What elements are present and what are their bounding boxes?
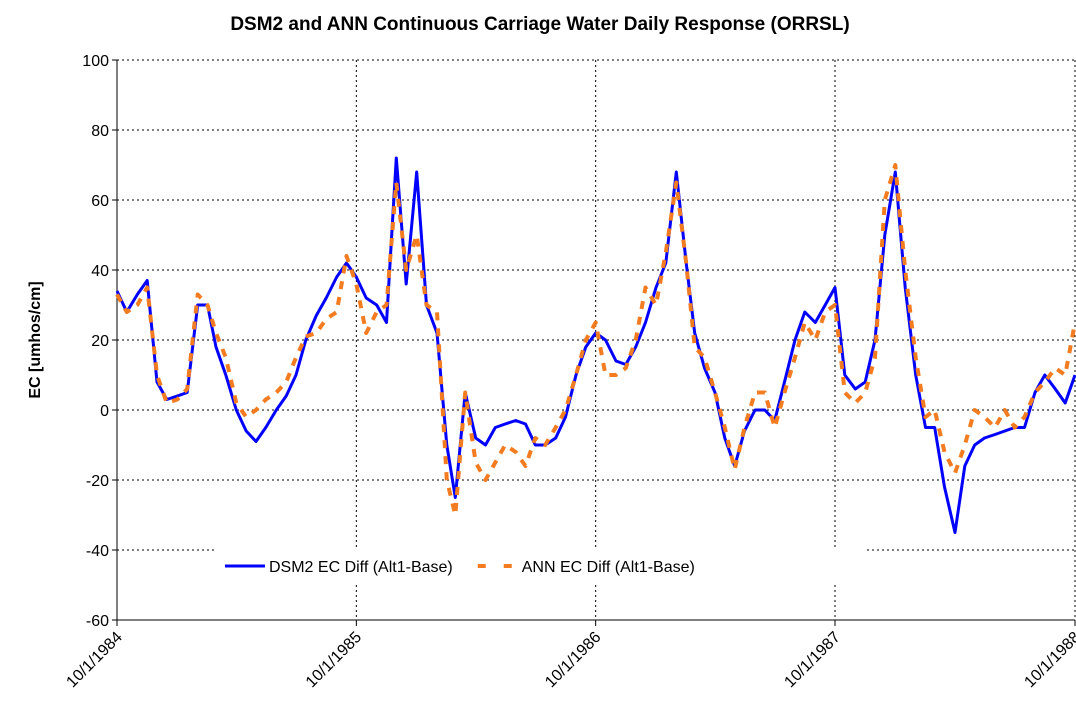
y-tick-label: 80: [91, 123, 109, 140]
legend-box: [215, 548, 865, 584]
x-tick-label: 10/1/1986: [542, 629, 604, 691]
series-line: [115, 163, 1076, 517]
y-tick-label: -20: [86, 473, 109, 490]
y-tick-label: -40: [86, 543, 109, 560]
y-tick-label: 40: [91, 263, 109, 280]
legend-label: ANN EC Diff (Alt1-Base): [522, 559, 695, 576]
chart-title: DSM2 and ANN Continuous Carriage Water D…: [230, 14, 849, 35]
x-tick-label: 10/1/1987: [781, 629, 843, 691]
x-tick-label: 10/1/1984: [63, 629, 125, 691]
y-tick-label: 0: [100, 403, 109, 420]
y-tick-label: 60: [91, 193, 109, 210]
y-tick-label: -60: [86, 613, 109, 630]
legend-label: DSM2 EC Diff (Alt1-Base): [269, 559, 453, 576]
x-tick-label: 10/1/1988: [1021, 629, 1076, 691]
y-tick-label: 100: [82, 53, 109, 70]
x-tick-label: 10/1/1985: [303, 629, 365, 691]
legend: DSM2 EC Diff (Alt1-Base) ANN EC Diff (Alt…: [215, 548, 865, 584]
y-tick-label: 20: [91, 333, 109, 350]
y-axis-label: EC [umhos/cm]: [27, 281, 44, 398]
